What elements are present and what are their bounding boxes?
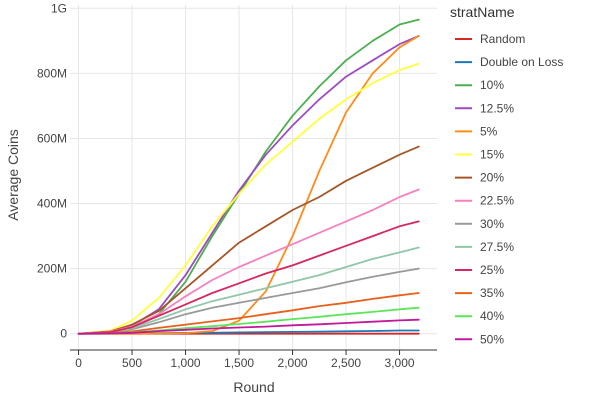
- series-lines: [77, 18, 420, 335]
- series-line-11: [77, 220, 420, 335]
- x-axis-title: Round: [233, 379, 274, 395]
- x-tick-label: 1,000: [171, 356, 201, 370]
- y-tick-label: 800M: [37, 66, 67, 80]
- legend-item[interactable]: 20%: [455, 171, 504, 185]
- legend-label: 30%: [480, 217, 504, 231]
- legend-label: 22.5%: [480, 194, 514, 208]
- legend-label: 5%: [480, 124, 498, 138]
- y-tick-labels: 0 200M 400M 600M 800M 1G: [37, 1, 67, 340]
- x-tick-label: 1,500: [224, 356, 254, 370]
- legend-label: 35%: [480, 286, 504, 300]
- legend-item[interactable]: 22.5%: [455, 194, 514, 208]
- legend-label: 50%: [480, 332, 504, 346]
- legend-label: 25%: [480, 263, 504, 277]
- grid: [70, 5, 437, 350]
- legend-title: stratName: [450, 4, 515, 20]
- y-tick-label: 0: [60, 327, 67, 341]
- y-tick-label: 200M: [37, 262, 67, 276]
- legend-label: Double on Loss: [480, 55, 563, 69]
- legend-item[interactable]: 50%: [455, 332, 504, 346]
- legend-label: 27.5%: [480, 240, 514, 254]
- legend-label: 20%: [480, 171, 504, 185]
- legend-item[interactable]: Random: [455, 32, 525, 46]
- legend-item[interactable]: 5%: [455, 124, 498, 138]
- x-tick-label: 2,000: [278, 356, 308, 370]
- x-tick-label: 3,000: [385, 356, 415, 370]
- legend-label: 40%: [480, 309, 504, 323]
- legend-label: Random: [480, 32, 525, 46]
- y-axis-title: Average Coins: [5, 129, 21, 221]
- series-line-12: [77, 292, 420, 335]
- x-tick-labels: 0 500 1,000 1,500 2,000 2,500 3,000: [75, 350, 415, 370]
- legend-item[interactable]: Double on Loss: [455, 55, 563, 69]
- legend-item[interactable]: 35%: [455, 286, 504, 300]
- legend: stratName Random Double on Loss 10% 12.5% 5%…: [450, 4, 563, 346]
- x-tick-label: 500: [122, 356, 142, 370]
- series-line-6: [77, 62, 420, 335]
- legend-item[interactable]: 15%: [455, 148, 504, 162]
- y-tick-label: 400M: [37, 197, 67, 211]
- series-line-9: [77, 267, 420, 335]
- legend-item[interactable]: 25%: [455, 263, 504, 277]
- y-tick-label: 1G: [51, 1, 67, 15]
- legend-item[interactable]: 10%: [455, 78, 504, 92]
- series-line-5: [77, 35, 420, 335]
- legend-item[interactable]: 40%: [455, 309, 504, 323]
- x-tick-label: 0: [75, 356, 82, 370]
- x-tick-label: 2,500: [331, 356, 361, 370]
- series-line-14: [77, 318, 420, 335]
- legend-item[interactable]: 12.5%: [455, 101, 514, 115]
- y-tick-label: 600M: [37, 131, 67, 145]
- legend-label: 10%: [480, 78, 504, 92]
- legend-item[interactable]: 30%: [455, 217, 504, 231]
- legend-item[interactable]: 27.5%: [455, 240, 514, 254]
- legend-label: 15%: [480, 148, 504, 162]
- series-line-10: [77, 246, 420, 335]
- legend-label: 12.5%: [480, 101, 514, 115]
- series-line-7: [77, 145, 420, 335]
